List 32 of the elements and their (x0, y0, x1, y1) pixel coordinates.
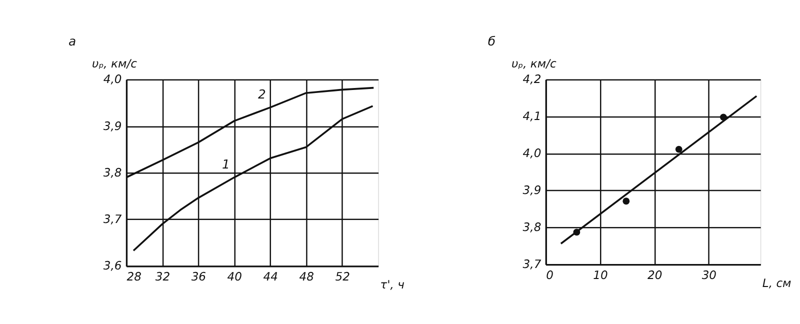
y-tick-label: 3,9 (103, 118, 122, 133)
y-tick-label: 4,1 (522, 109, 542, 124)
point (622, 198, 630, 205)
x-tick-label: 32 (155, 269, 170, 284)
x-tick-label: 30 (702, 268, 717, 282)
x-tick-label: 44 (263, 269, 278, 284)
y-tick-label: 3,9 (522, 183, 542, 198)
x-tick-label: 52 (335, 269, 350, 284)
y-tick-label: 3,7 (522, 257, 542, 272)
x-tick-label: 36 (191, 269, 206, 284)
x-tick-label: 28 (126, 269, 142, 284)
x-tick-label: 40 (227, 269, 242, 284)
y-tick-label: 4,0 (103, 72, 122, 86)
series-label: 1 (222, 157, 230, 172)
point (675, 146, 682, 153)
y-tick-label: 3,8 (103, 165, 122, 180)
x-tick-label: 20 (647, 268, 662, 282)
x-axis-title: L, см (762, 276, 792, 290)
x-tick-label: 0 (546, 268, 554, 282)
y-axis-title: υₚ, км/с (511, 56, 557, 70)
chart-title: б (488, 34, 496, 49)
y-tick-label: 4,2 (522, 72, 542, 86)
x-axis-title: τ', ч (380, 278, 405, 292)
y-tick-label: 3,7 (103, 212, 122, 226)
x-tick-label: 48 (299, 269, 314, 284)
series-label: 2 (258, 87, 266, 102)
y-tick-label: 3,8 (522, 220, 542, 234)
y-tick-label: 3,6 (103, 258, 122, 273)
y-tick-label: 4,0 (522, 146, 542, 160)
x-tick-label: 10 (593, 268, 608, 282)
y-axis-title: υₚ, км/с (92, 56, 138, 70)
chart-title: а (68, 34, 76, 49)
